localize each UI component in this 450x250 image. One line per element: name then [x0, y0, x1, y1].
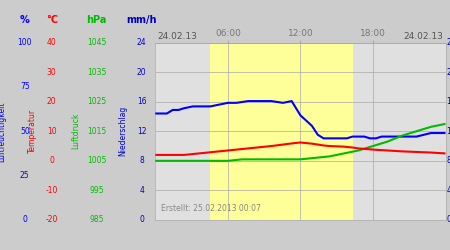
Text: 0: 0 — [140, 216, 144, 224]
Text: 1035: 1035 — [87, 68, 107, 76]
Text: 16: 16 — [137, 97, 147, 106]
Text: 24: 24 — [446, 38, 450, 47]
Text: 1025: 1025 — [87, 97, 106, 106]
Text: 8: 8 — [140, 156, 144, 165]
Text: -10: -10 — [45, 186, 58, 195]
Text: 25: 25 — [20, 171, 30, 180]
Text: 8: 8 — [446, 156, 450, 165]
Text: 40: 40 — [47, 38, 57, 47]
Text: 75: 75 — [20, 82, 30, 91]
Text: Niederschlag: Niederschlag — [118, 106, 127, 156]
Text: Luftfeuchtigkeit: Luftfeuchtigkeit — [0, 101, 7, 162]
Text: Luftdruck: Luftdruck — [71, 113, 80, 150]
Text: 20: 20 — [47, 97, 57, 106]
Text: 24.02.13: 24.02.13 — [403, 32, 443, 41]
Bar — [211, 42, 353, 220]
Text: 30: 30 — [47, 68, 57, 76]
Text: 10: 10 — [47, 127, 57, 136]
Text: 24.02.13: 24.02.13 — [158, 32, 198, 41]
Text: 1015: 1015 — [87, 127, 106, 136]
Text: 20: 20 — [446, 68, 450, 76]
Text: 16: 16 — [446, 97, 450, 106]
Text: 24: 24 — [137, 38, 147, 47]
Text: hPa: hPa — [86, 15, 107, 25]
Text: 985: 985 — [90, 216, 104, 224]
Text: mm/h: mm/h — [126, 15, 157, 25]
Text: 0: 0 — [22, 216, 27, 224]
Text: %: % — [20, 15, 30, 25]
Text: 100: 100 — [18, 38, 32, 47]
Text: 1045: 1045 — [87, 38, 107, 47]
Text: 0: 0 — [446, 216, 450, 224]
Text: 0: 0 — [50, 156, 54, 165]
Text: 1005: 1005 — [87, 156, 107, 165]
Text: 50: 50 — [20, 127, 30, 136]
Text: 12: 12 — [446, 127, 450, 136]
Text: °C: °C — [46, 15, 58, 25]
Text: Erstellt: 25.02.2013 00:07: Erstellt: 25.02.2013 00:07 — [161, 204, 261, 213]
Text: Temperatur: Temperatur — [28, 109, 37, 153]
Text: 4: 4 — [140, 186, 144, 195]
Text: -20: -20 — [45, 216, 58, 224]
Text: 12: 12 — [137, 127, 147, 136]
Text: 4: 4 — [446, 186, 450, 195]
Text: 995: 995 — [90, 186, 104, 195]
Text: 20: 20 — [137, 68, 147, 76]
